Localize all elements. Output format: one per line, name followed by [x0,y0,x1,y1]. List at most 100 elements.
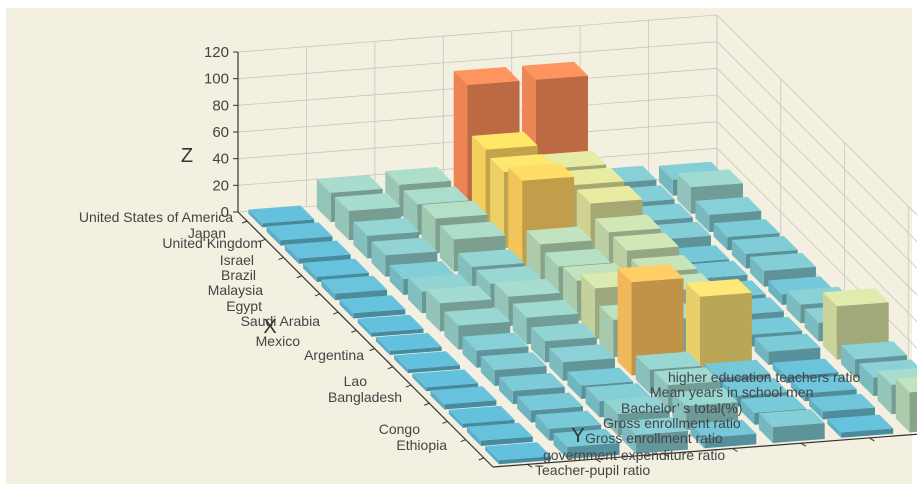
x-tick [460,439,466,443]
x-tick [405,384,412,388]
bar [339,295,406,319]
bar-face-top [635,351,702,370]
bar-face-side [599,306,614,358]
z-tick-label: 60 [212,124,229,141]
bar-face-side [603,400,618,436]
bar-face-top [485,442,551,461]
bar-face-top [731,236,798,254]
bar-face-top [535,410,602,429]
bar-face-side [581,274,595,339]
bar-face-side [672,392,687,431]
bar-face-side [585,387,600,418]
bar-face-top [316,174,383,193]
bar-face-top [544,248,611,267]
bar-face-top [453,67,520,85]
indicator-label: government expenditure ratio [543,447,725,463]
bar-face-top [567,367,634,386]
bar-face-front [499,456,551,465]
y-axis-title: Y [571,425,584,447]
bar-face-top [448,405,515,424]
bar-face-front [631,278,684,376]
bar-face-top [284,240,351,259]
bar-face-front [280,236,333,246]
bar-face-top [494,278,561,297]
bar-face-top [576,185,643,204]
bar-face-top [736,316,803,335]
bar [622,417,688,454]
bar [248,205,315,228]
bar-face-side [458,253,472,290]
bar-face-side [321,279,336,301]
bar-face-top [248,205,315,224]
bar-face-top [713,219,780,237]
bar-face-top [603,396,670,415]
indicator-label: Teacher-pupil ratio [535,462,650,478]
bar-face-side [877,371,892,415]
bar-face-side [375,337,390,355]
bar-face-side [248,209,263,228]
country-label: Japan [188,225,226,241]
bar-face-top [439,221,506,240]
bar-face-front [408,365,460,374]
x-tick [442,421,448,424]
bar-face-side [654,371,668,412]
bar-face-side [508,167,523,267]
bar-face-top [499,373,565,391]
country-label: Egypt [226,298,262,314]
bar-face-side [740,399,755,425]
country-label: Malaysia [208,282,263,298]
bar-face-side [690,423,705,449]
z-tick-label: 40 [212,151,229,168]
bar-face-top [426,285,492,304]
bar-face-side [758,413,773,443]
bar-face-side [394,355,408,374]
bar-face-top [841,341,907,360]
bar [553,429,620,459]
bar-face-top [512,299,579,318]
bar-face-side [754,337,769,365]
bar-face-side [822,292,837,360]
indicator-label: higher education teachers ratio [668,369,860,385]
bar-face-top [357,314,424,333]
bar-face-top [672,388,739,407]
bar-face-top [704,359,771,378]
bar-face-side [512,303,527,345]
bar-face-top [339,295,406,314]
bar-face-top [480,352,547,370]
bar-face-top [389,261,456,279]
bar-face-top [471,131,538,150]
bar-face-top [613,232,679,251]
bar-face-top [321,275,388,294]
bar-face-side [412,373,427,392]
bar-face-top [617,264,684,283]
z-tick-label: 100 [204,71,229,88]
bar [412,369,479,392]
bar-face-top [822,288,889,307]
bar-face-side [786,290,801,324]
bar-face-front [480,436,533,446]
bar [617,264,684,376]
z-axis-title: Z [181,145,193,167]
bar-face-top [517,392,583,411]
bar-face-side [804,308,819,342]
bar [357,314,424,337]
bar-face-side [339,299,354,319]
grid-line [237,14,718,53]
bar-face-top [750,252,816,271]
bar-face-side [426,289,440,332]
bar-face-front [704,433,757,449]
bar-face-side [480,356,495,386]
bar-face-side [841,345,855,378]
bar-face-top [266,222,333,241]
bar-face-top [458,249,524,267]
bar-face-front [426,383,479,392]
bar-face-side [353,222,368,259]
indicator-label: Bachelor’ s total(%) [621,400,742,416]
bar [266,222,333,246]
bar-face-side [659,165,673,196]
bar-face-front [389,346,442,355]
bar-face-top [526,226,593,245]
bar-face-side [485,446,499,465]
bar [430,386,497,410]
bar-face-top [476,266,543,284]
